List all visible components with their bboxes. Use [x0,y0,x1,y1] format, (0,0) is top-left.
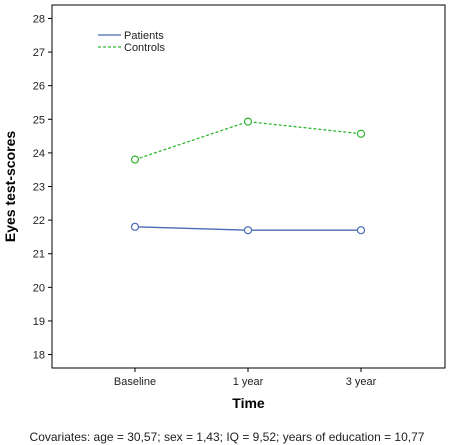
data-point-controls [243,117,253,126]
plot-frame [51,4,446,369]
y-tick-label: 20 [33,282,45,294]
x-axis-ticks: Baseline 1 year 3 year [114,368,377,388]
y-axis-ticks: 18 19 20 21 22 23 24 25 26 27 28 [33,13,52,362]
data-point-patients [356,226,366,235]
y-tick-label: 23 [33,182,45,194]
data-point-controls [130,155,140,164]
y-tick-label: 22 [33,215,45,227]
y-tick-label: 25 [33,114,45,126]
x-tick-label: Baseline [114,376,156,388]
data-point-patients [243,226,253,235]
y-tick-label: 27 [33,47,45,59]
x-tick-label: 1 year [233,376,264,388]
y-tick-label: 28 [33,13,45,25]
data-point-patients [130,222,140,231]
y-tick-label: 26 [33,81,45,93]
data-point-controls [356,129,366,138]
y-axis-title: Eyes test-scores [2,131,18,243]
x-axis-title: Time [232,395,265,411]
legend-label-controls: Controls [124,42,165,54]
series-layer [130,117,366,235]
covariates-footnote: Covariates: age = 30,57; sex = 1,43; IQ … [30,430,425,444]
y-tick-label: 19 [33,316,45,328]
y-tick-label: 21 [33,249,45,261]
y-tick-label: 24 [33,148,45,160]
y-tick-label: 18 [33,350,45,362]
x-tick-label: 3 year [346,376,377,388]
legend-label-patients: Patients [124,30,164,42]
